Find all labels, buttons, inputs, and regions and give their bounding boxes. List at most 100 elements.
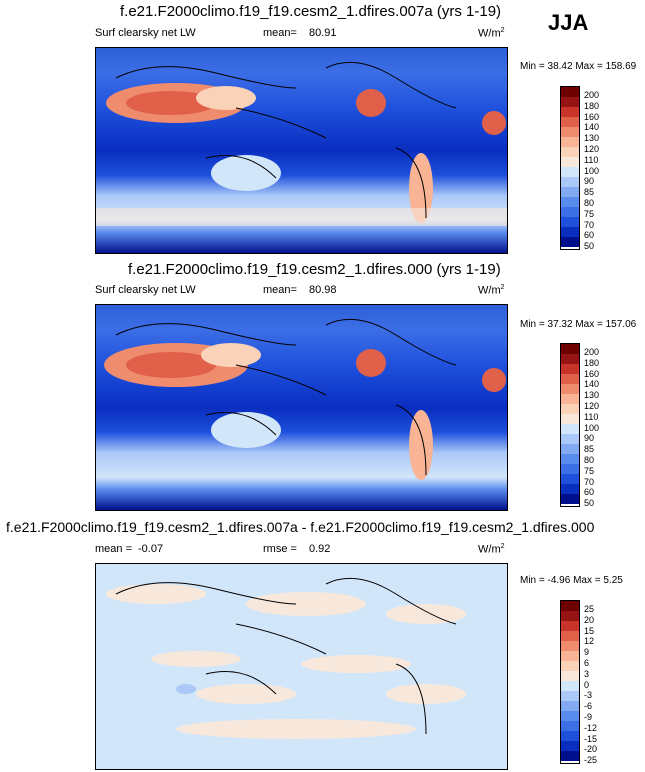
panel2-tick: 75 bbox=[584, 465, 595, 476]
panel1-tick: 160 bbox=[584, 111, 600, 122]
panel2-cbar-seg-12 bbox=[561, 384, 579, 394]
panel2-tick: 70 bbox=[584, 476, 595, 487]
panel3-tick: 0 bbox=[584, 679, 590, 690]
panel3-cbar-seg-5 bbox=[561, 711, 579, 721]
panel2-coastlines bbox=[115, 318, 457, 476]
panel1-samerica-warm bbox=[409, 153, 433, 223]
panel3-warm-patch-1 bbox=[106, 584, 206, 604]
panel1-cbar-seg-4 bbox=[561, 207, 579, 217]
panel1-variable: Surf clearsky net LW bbox=[95, 27, 196, 39]
panel2-cbar-seg-7 bbox=[561, 434, 579, 444]
panel1-tick: 50 bbox=[584, 241, 595, 252]
panel1-cbar-seg-12 bbox=[561, 127, 579, 137]
panel3-warm-patch-3 bbox=[386, 604, 466, 624]
panel2-map-svg bbox=[96, 305, 507, 510]
panel2-cbar-seg-4 bbox=[561, 464, 579, 474]
panel1-cbar-seg-5 bbox=[561, 197, 579, 207]
panel3-mean-label: mean = bbox=[95, 543, 132, 555]
panel3-cbar-seg-9 bbox=[561, 671, 579, 681]
panel1-cbar-seg-14 bbox=[561, 107, 579, 117]
panel3-cbar-seg-3 bbox=[561, 731, 579, 741]
panel1-sahara-core bbox=[126, 91, 216, 115]
panel3-tick: -25 bbox=[584, 755, 598, 766]
panel2-cbar-seg-6 bbox=[561, 444, 579, 454]
panel2-tick: 100 bbox=[584, 422, 600, 433]
panel3-cbar-seg-10 bbox=[561, 661, 579, 671]
panel3-cbar-seg-12 bbox=[561, 641, 579, 651]
panel2-cbar-seg-2 bbox=[561, 484, 579, 494]
panel2-map bbox=[95, 304, 508, 511]
panel3-warm-patch-4 bbox=[151, 651, 241, 667]
panel2-colorbar bbox=[560, 343, 580, 507]
panel1-cbar-seg-6 bbox=[561, 187, 579, 197]
panel2-cbar-seg-8 bbox=[561, 424, 579, 434]
panel2-tick: 85 bbox=[584, 444, 595, 455]
panel1-cbar-seg-10 bbox=[561, 147, 579, 157]
panel2-namerica-warm bbox=[356, 349, 386, 377]
panel2-units: W/m2 bbox=[478, 284, 505, 297]
panel1-map-svg bbox=[96, 48, 507, 253]
panel3-cbar-seg-1 bbox=[561, 751, 579, 761]
panel1-tick: 200 bbox=[584, 90, 600, 100]
panel3-colorbar bbox=[560, 600, 580, 764]
panel1-cbar-seg-15 bbox=[561, 97, 579, 107]
panel1-tick: 75 bbox=[584, 208, 595, 219]
panel2-tick: 110 bbox=[584, 411, 599, 422]
panel3-cbar-seg-13 bbox=[561, 631, 579, 641]
panel1-units: W/m2 bbox=[478, 27, 505, 40]
panel3-tick: -3 bbox=[584, 690, 593, 701]
panel3-cool-patch bbox=[176, 684, 196, 694]
panel1-mean-label: mean= bbox=[263, 27, 297, 39]
panel2-cbar-seg-13 bbox=[561, 374, 579, 384]
panel3-rmse-label: rmse = bbox=[263, 543, 297, 555]
panel2-cbar-seg-14 bbox=[561, 364, 579, 374]
panel1-cbar-seg-1 bbox=[561, 237, 579, 247]
panel2-cbar-seg-3 bbox=[561, 474, 579, 484]
panel1-tick: 130 bbox=[584, 133, 600, 144]
panel2-mean-value: 80.98 bbox=[309, 284, 337, 296]
panel1-mean-value: 80.91 bbox=[309, 27, 337, 39]
panel1-asia-warm bbox=[196, 86, 256, 110]
panel1-title: f.e21.F2000climo.f19_f19.cesm2_1.dfires.… bbox=[120, 3, 502, 20]
panel2-tick: 90 bbox=[584, 433, 595, 444]
panel2-tick: 80 bbox=[584, 454, 595, 465]
panel3-cbar-seg-8 bbox=[561, 681, 579, 691]
panel3-map bbox=[95, 563, 508, 770]
panel2-australia bbox=[211, 412, 281, 448]
panel1-tick: 120 bbox=[584, 143, 600, 154]
panel3-cbar-seg-14 bbox=[561, 621, 579, 631]
panel3-tick: -15 bbox=[584, 733, 598, 744]
panel1-minmax: Min = 38.42 Max = 158.69 bbox=[520, 61, 637, 72]
panel3-title: f.e21.F2000climo.f19_f19.cesm2_1.dfires.… bbox=[6, 519, 595, 535]
panel2-tick: 160 bbox=[584, 368, 600, 379]
panel3-cbar-seg-6 bbox=[561, 701, 579, 711]
panel2-tick: 180 bbox=[584, 357, 600, 368]
panel2-tick: 130 bbox=[584, 390, 600, 401]
panel1-tick: 60 bbox=[584, 230, 595, 241]
panel3-tick: 20 bbox=[584, 614, 595, 625]
panel2-tick: 50 bbox=[584, 498, 595, 509]
panel2-colorbar-ticks: 200 180 160 140 130 120 110 100 90 85 80… bbox=[584, 347, 599, 509]
panel3-cbar-seg-2 bbox=[561, 741, 579, 751]
season-label: JJA bbox=[548, 10, 589, 35]
panel2-minmax: Min = 37.32 Max = 157.06 bbox=[520, 319, 637, 330]
panel3-tick: 25 bbox=[584, 604, 595, 614]
panel1-tick: 90 bbox=[584, 176, 595, 187]
panel2-cbar-seg-11 bbox=[561, 394, 579, 404]
panel3-warm-patch-6 bbox=[196, 684, 296, 704]
panel2-cbar-seg-9 bbox=[561, 414, 579, 424]
panel3-tick: 9 bbox=[584, 647, 590, 658]
panel2-variable: Surf clearsky net LW bbox=[95, 284, 196, 296]
panel3-cbar-seg-7 bbox=[561, 691, 579, 701]
panel1-cbar-seg-8 bbox=[561, 167, 579, 177]
panel3-warm-patch-7 bbox=[386, 684, 466, 704]
panel3-tick: 6 bbox=[584, 657, 590, 668]
panel3-colorbar-ticks: 25 20 15 12 9 6 3 0 -3 -6 -9 -12 -15 -20… bbox=[584, 604, 597, 766]
panel3-mean-value: -0.07 bbox=[138, 543, 164, 555]
panel3-cbar-seg-11 bbox=[561, 651, 579, 661]
panel2-tick: 120 bbox=[584, 400, 600, 411]
panel1-cbar-seg-16 bbox=[561, 87, 579, 97]
panel1-colorbar bbox=[560, 86, 580, 250]
panel1-tick: 70 bbox=[584, 219, 595, 230]
panel3-tick: 15 bbox=[584, 625, 595, 636]
